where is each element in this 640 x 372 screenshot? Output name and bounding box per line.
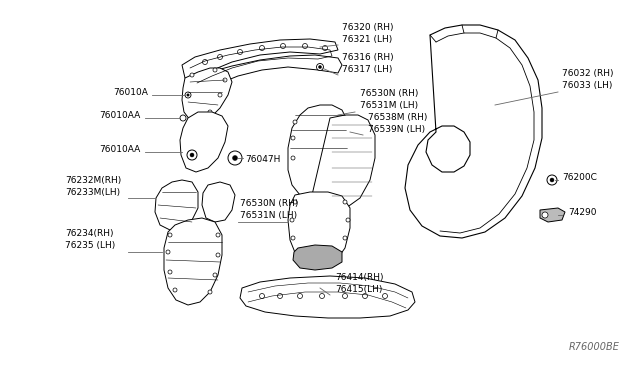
Circle shape bbox=[290, 218, 294, 222]
Polygon shape bbox=[293, 245, 342, 270]
Text: 76320 (RH)
76321 (LH): 76320 (RH) 76321 (LH) bbox=[342, 23, 394, 44]
Circle shape bbox=[319, 65, 321, 68]
Circle shape bbox=[202, 60, 207, 64]
Circle shape bbox=[187, 94, 189, 96]
Circle shape bbox=[190, 73, 194, 77]
Circle shape bbox=[291, 156, 295, 160]
Circle shape bbox=[232, 155, 237, 160]
Text: 76538M (RH)
76539N (LH): 76538M (RH) 76539N (LH) bbox=[368, 113, 428, 134]
Text: 76010A: 76010A bbox=[113, 88, 148, 97]
Text: 76530N (RH)
76531M (LH): 76530N (RH) 76531M (LH) bbox=[360, 89, 419, 110]
Polygon shape bbox=[405, 25, 542, 238]
Circle shape bbox=[166, 250, 170, 254]
Circle shape bbox=[338, 120, 342, 124]
Circle shape bbox=[338, 156, 342, 160]
Polygon shape bbox=[240, 276, 415, 318]
Circle shape bbox=[291, 136, 295, 140]
Circle shape bbox=[343, 236, 347, 240]
Text: 76010AA: 76010AA bbox=[99, 111, 140, 120]
Text: 76232M(RH)
76233M(LH): 76232M(RH) 76233M(LH) bbox=[65, 176, 121, 197]
Circle shape bbox=[298, 294, 303, 298]
Polygon shape bbox=[180, 112, 228, 172]
Circle shape bbox=[340, 136, 344, 140]
Circle shape bbox=[293, 200, 297, 204]
Circle shape bbox=[303, 44, 307, 48]
Text: 76010AA: 76010AA bbox=[99, 145, 140, 154]
Circle shape bbox=[218, 93, 222, 97]
Circle shape bbox=[168, 270, 172, 274]
Text: 76047H: 76047H bbox=[245, 155, 280, 164]
Circle shape bbox=[278, 294, 282, 298]
Text: 76414(RH)
76415(LH): 76414(RH) 76415(LH) bbox=[335, 273, 383, 294]
Text: 76530N (RH)
76531N (LH): 76530N (RH) 76531N (LH) bbox=[240, 199, 298, 220]
Circle shape bbox=[213, 68, 217, 72]
Polygon shape bbox=[312, 115, 375, 210]
Circle shape bbox=[342, 294, 348, 298]
Circle shape bbox=[323, 45, 328, 51]
Circle shape bbox=[213, 273, 217, 277]
Circle shape bbox=[383, 294, 387, 298]
Polygon shape bbox=[195, 55, 342, 98]
Circle shape bbox=[223, 78, 227, 82]
Text: 74290: 74290 bbox=[568, 208, 596, 217]
Circle shape bbox=[542, 212, 548, 218]
Circle shape bbox=[550, 178, 554, 182]
Circle shape bbox=[185, 92, 191, 98]
Polygon shape bbox=[182, 68, 232, 122]
Circle shape bbox=[259, 45, 264, 51]
Polygon shape bbox=[540, 208, 565, 222]
Circle shape bbox=[187, 150, 197, 160]
Circle shape bbox=[362, 294, 367, 298]
Text: 76234(RH)
76235 (LH): 76234(RH) 76235 (LH) bbox=[65, 229, 115, 250]
Circle shape bbox=[259, 294, 264, 298]
Text: 76032 (RH)
76033 (LH): 76032 (RH) 76033 (LH) bbox=[562, 69, 614, 90]
Text: 76200C: 76200C bbox=[562, 173, 597, 182]
Polygon shape bbox=[164, 218, 222, 305]
Circle shape bbox=[228, 151, 242, 165]
Circle shape bbox=[208, 290, 212, 294]
Polygon shape bbox=[182, 39, 338, 80]
Polygon shape bbox=[202, 182, 235, 222]
Circle shape bbox=[343, 200, 347, 204]
Circle shape bbox=[346, 218, 350, 222]
Circle shape bbox=[317, 64, 323, 71]
Polygon shape bbox=[288, 105, 348, 198]
Circle shape bbox=[216, 253, 220, 257]
Circle shape bbox=[319, 294, 324, 298]
Circle shape bbox=[280, 44, 285, 48]
Polygon shape bbox=[155, 180, 198, 230]
Circle shape bbox=[180, 115, 186, 121]
Circle shape bbox=[190, 153, 194, 157]
Circle shape bbox=[547, 175, 557, 185]
Circle shape bbox=[208, 110, 212, 114]
Circle shape bbox=[168, 233, 172, 237]
Circle shape bbox=[291, 236, 295, 240]
Text: R76000BE: R76000BE bbox=[569, 342, 620, 352]
Circle shape bbox=[218, 55, 223, 60]
Polygon shape bbox=[288, 192, 350, 268]
Circle shape bbox=[173, 288, 177, 292]
Circle shape bbox=[237, 49, 243, 55]
Circle shape bbox=[293, 120, 297, 124]
Text: 76316 (RH)
76317 (LH): 76316 (RH) 76317 (LH) bbox=[342, 53, 394, 74]
Circle shape bbox=[216, 233, 220, 237]
